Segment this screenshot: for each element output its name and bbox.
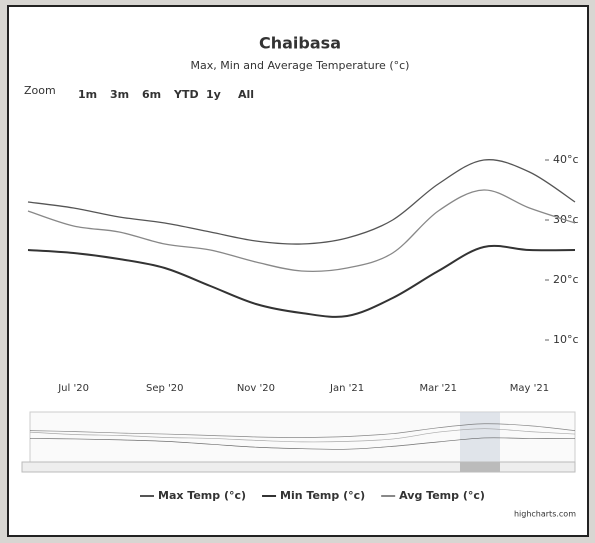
series-line — [27, 189, 576, 273]
x-tick-label: May '21 — [510, 383, 549, 394]
y-tick-label: 10°c — [553, 333, 579, 346]
range-button[interactable]: YTD — [173, 88, 199, 101]
x-tick-label: Sep '20 — [146, 383, 184, 394]
chart-title: Chaibasa — [259, 34, 341, 53]
range-button[interactable]: 1m — [78, 88, 97, 101]
legend-label[interactable]: Avg Temp (°c) — [399, 489, 485, 502]
scrollbar-thumb[interactable] — [460, 462, 500, 472]
x-tick-label: Nov '20 — [237, 383, 275, 394]
series-line — [27, 244, 576, 318]
legend-label[interactable]: Min Temp (°c) — [280, 489, 365, 502]
credits: highcharts.com — [514, 510, 576, 519]
range-button[interactable]: All — [238, 88, 254, 101]
series-line — [27, 159, 576, 245]
range-button[interactable]: 6m — [142, 88, 161, 101]
x-tick-label: Jul '20 — [57, 383, 89, 394]
navigator-line — [29, 437, 576, 450]
chart-subtitle: Max, Min and Average Temperature (°c) — [191, 59, 410, 72]
y-tick-label: 20°c — [553, 273, 579, 286]
range-button[interactable]: 3m — [110, 88, 129, 101]
x-tick-label: Mar '21 — [419, 383, 457, 394]
scrollbar[interactable] — [21, 461, 576, 473]
navigator-line — [29, 423, 576, 438]
legend-label[interactable]: Max Temp (°c) — [158, 489, 246, 502]
range-button[interactable]: 1y — [206, 88, 221, 101]
navigator-line — [29, 428, 576, 443]
x-tick-label: Jan '21 — [329, 383, 364, 394]
navigator-window[interactable] — [460, 412, 500, 462]
zoom-label: Zoom — [24, 84, 56, 97]
y-tick-label: 40°c — [553, 153, 579, 166]
